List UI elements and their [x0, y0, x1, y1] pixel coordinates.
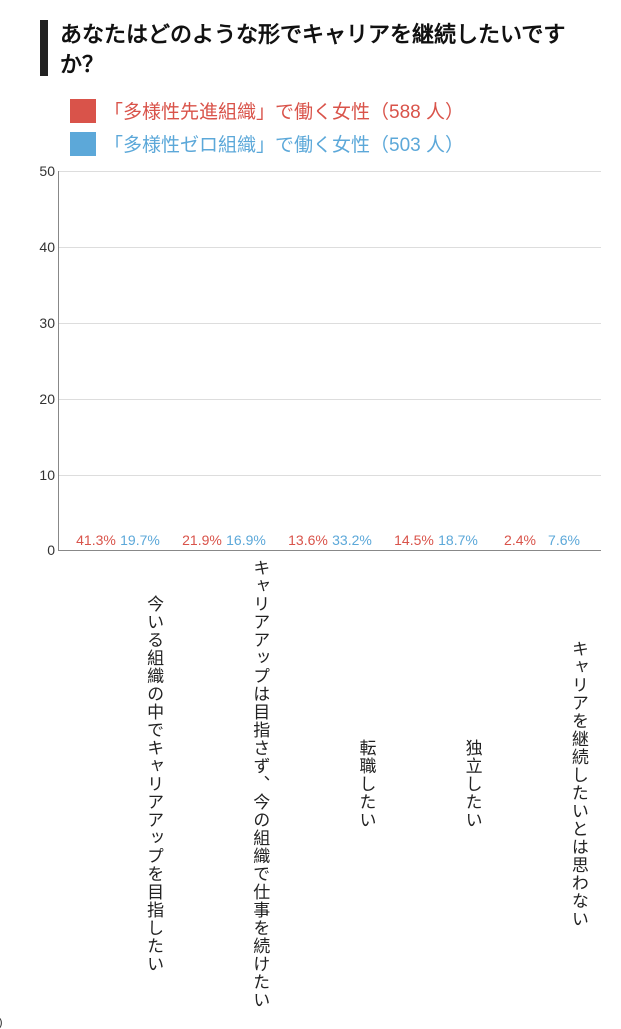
y-tick-label: 20 [27, 391, 55, 407]
grid-line [59, 475, 601, 476]
bar-value-label: 7.6% [548, 532, 580, 548]
bar-value-label: 16.9% [226, 532, 266, 548]
x-category-label: 転職したい [283, 559, 375, 1009]
legend-label: 「多様性先進組織」で働く女性（588 人） [104, 97, 464, 124]
grid-line [59, 171, 601, 172]
y-tick-label: 30 [27, 315, 55, 331]
bar-value-label: 19.7% [120, 532, 160, 548]
plot-area: 41.3%19.7% 21.9%16.9% 13.6%33.2% 14.5%18.7%… [58, 171, 601, 551]
y-axis-unit: (%) [0, 1015, 3, 1029]
y-tick-label: 40 [27, 239, 55, 255]
chart-title: あなたはどのような形でキャリアを継続したいですか？ [60, 20, 601, 79]
legend-label: 「多様性ゼロ組織」で働く女性（503 人） [104, 130, 464, 157]
legend-swatch [70, 132, 96, 156]
y-tick-label: 50 [27, 163, 55, 179]
bars-container: 41.3%19.7% 21.9%16.9% 13.6%33.2% 14.5%18.7%… [59, 171, 601, 550]
y-tick-label: 10 [27, 467, 55, 483]
x-category-label: 今いる組織の中でキャリアアップを目指したい [71, 559, 163, 1009]
title-accent-bar [40, 20, 48, 76]
bar-value-label: 14.5% [394, 532, 434, 548]
chart-title-block: あなたはどのような形でキャリアを継続したいですか？ [20, 20, 601, 79]
bar-value-label: 21.9% [182, 532, 222, 548]
grid-line [59, 323, 601, 324]
legend-item: 「多様性ゼロ組織」で働く女性（503 人） [70, 130, 601, 157]
x-category-label: キャリアを継続したいとは思わない [496, 559, 588, 1009]
chart-area: 41.3%19.7% 21.9%16.9% 13.6%33.2% 14.5%18.7%… [20, 171, 601, 1009]
legend-item: 「多様性先進組織」で働く女性（588 人） [70, 97, 601, 124]
x-category-label: 独立したい [390, 559, 482, 1009]
bar-value-label: 2.4% [504, 532, 536, 548]
bar-value-label: 18.7% [438, 532, 478, 548]
y-tick-label: 0 [27, 542, 55, 558]
bar-value-label: 41.3% [76, 532, 116, 548]
grid-line [59, 399, 601, 400]
bar-value-label: 33.2% [332, 532, 372, 548]
chart-legend: 「多様性先進組織」で働く女性（588 人） 「多様性ゼロ組織」で働く女性（503… [20, 97, 601, 157]
grid-line [59, 247, 601, 248]
x-axis-labels: 今いる組織の中でキャリアアップを目指したいキャリアアップは目指さず、今の組織で仕… [58, 551, 601, 1009]
bar-value-label: 13.6% [288, 532, 328, 548]
x-category-label: キャリアアップは目指さず、今の組織で仕事を続けたい [177, 559, 269, 1009]
legend-swatch [70, 99, 96, 123]
